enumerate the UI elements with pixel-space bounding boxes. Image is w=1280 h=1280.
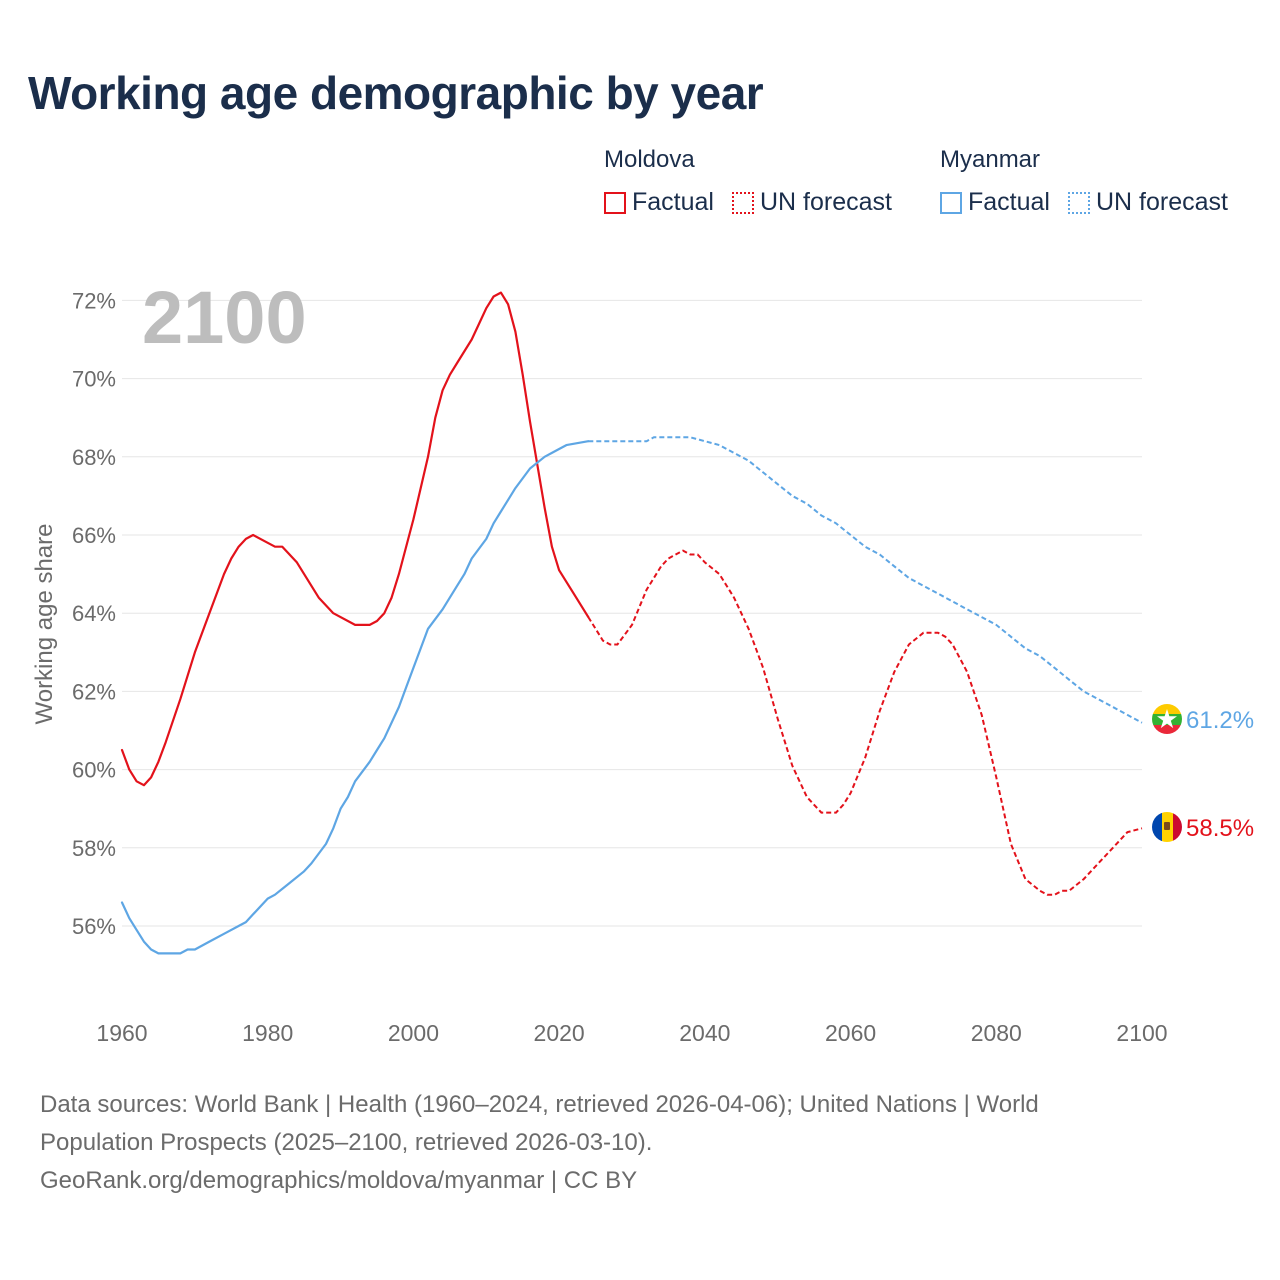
- x-tick-label: 2100: [1116, 1020, 1167, 1046]
- legend-label-myanmar-factual: Factual: [968, 188, 1050, 216]
- series-line-myanmar-factual: [120, 440, 590, 955]
- x-tick-label: 2080: [971, 1020, 1022, 1046]
- legend-group-moldova: Moldova Factual UN forecast: [604, 146, 910, 217]
- legend-swatch-myanmar-factual: [940, 191, 962, 214]
- chart-title: Working age demographic by year: [28, 67, 764, 119]
- x-tick-label: 2040: [679, 1020, 730, 1046]
- legend-label-moldova-forecast: UN forecast: [759, 188, 892, 216]
- legend-item-moldova-factual[interactable]: Factual: [604, 188, 714, 217]
- x-tick-label: 1960: [96, 1020, 147, 1046]
- series-line-myanmar-forecast: [588, 436, 1143, 724]
- y-axis-label: Working age share: [31, 524, 58, 725]
- year-overlay: 2100: [142, 276, 307, 359]
- y-tick-label: 60%: [72, 758, 116, 783]
- y-tick-label: 68%: [72, 445, 116, 470]
- end-label-moldova: 58.5%: [1186, 815, 1254, 842]
- legend-label-myanmar-forecast: UN forecast: [1095, 188, 1228, 216]
- flag-myanmar-icon: [1152, 704, 1182, 734]
- y-tick-label: 66%: [72, 523, 116, 548]
- series-line-moldova-forecast: [587, 549, 1143, 896]
- source-link[interactable]: GeoRank.org/demographics/moldova/myanmar…: [40, 1167, 638, 1194]
- flag-moldova-icon: [1152, 812, 1182, 842]
- y-tick-label: 70%: [72, 367, 116, 392]
- legend-group-myanmar: Myanmar Factual UN forecast: [940, 146, 1246, 217]
- y-tick-label: 62%: [72, 679, 116, 704]
- legend-country-moldova: Moldova: [604, 146, 695, 173]
- x-tick-label: 2020: [534, 1020, 585, 1046]
- legend-country-myanmar: Myanmar: [940, 146, 1041, 173]
- legend-swatch-moldova-factual: [604, 191, 626, 214]
- data-source-note: Data sources: World Bank | Health (1960–…: [40, 1086, 1200, 1200]
- legend-swatch-myanmar-forecast: [1067, 191, 1090, 214]
- x-tick-label: 2000: [388, 1020, 439, 1046]
- series-line-moldova-factual: [120, 291, 590, 787]
- y-tick-label: 58%: [72, 836, 116, 861]
- source-line-2: Population Prospects (2025–2100, retriev…: [40, 1129, 653, 1156]
- x-tick-label: 2060: [825, 1020, 876, 1046]
- x-tick-label: 1980: [242, 1020, 293, 1046]
- legend-item-myanmar-factual[interactable]: Factual: [940, 188, 1050, 217]
- line-chart: 2100 Working age share 56% 58% 60% 62% 64% 66…: [31, 276, 1254, 1046]
- legend-item-myanmar-forecast[interactable]: UN forecast: [1067, 188, 1228, 217]
- legend-label-moldova-factual: Factual: [632, 188, 714, 216]
- y-tick-label: 64%: [72, 601, 116, 626]
- end-label-myanmar: 61.2%: [1186, 707, 1254, 734]
- legend-item-moldova-forecast[interactable]: UN forecast: [731, 188, 892, 217]
- y-tick-label: 72%: [72, 288, 116, 313]
- source-line-1: Data sources: World Bank | Health (1960–…: [40, 1091, 1039, 1118]
- legend-swatch-moldova-forecast: [731, 191, 754, 214]
- y-tick-label: 56%: [72, 914, 116, 939]
